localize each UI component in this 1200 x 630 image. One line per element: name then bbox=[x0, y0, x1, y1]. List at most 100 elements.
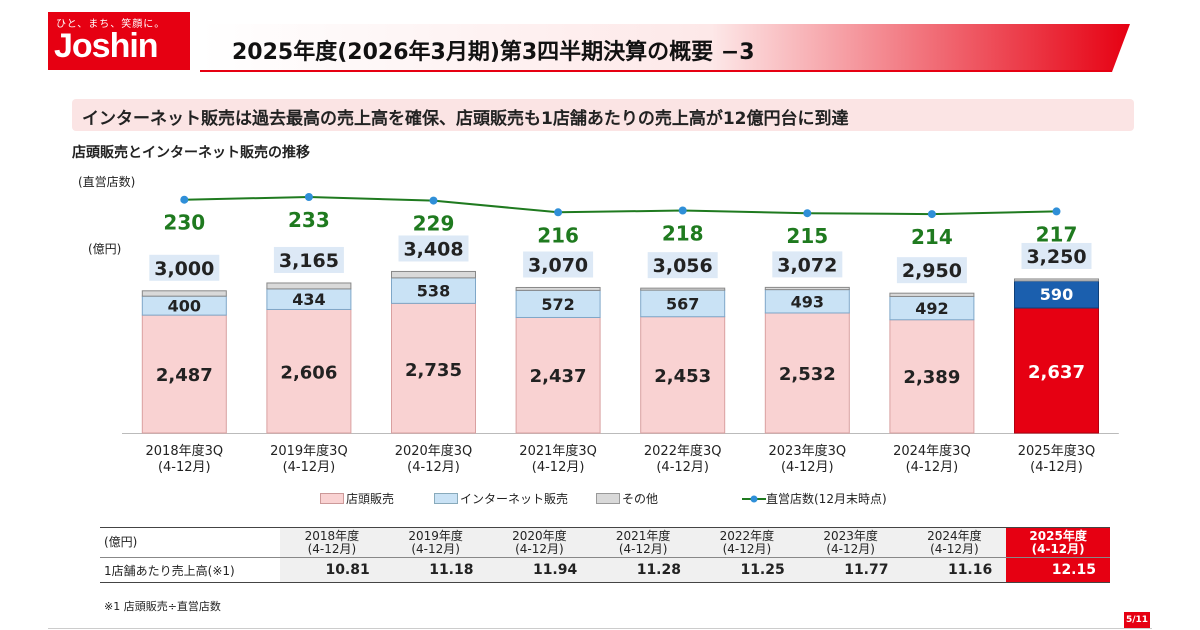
footnote: ※1 店頭販売÷直営店数 bbox=[104, 600, 221, 613]
legend-item-other: その他 bbox=[596, 490, 658, 507]
bar-total-box bbox=[772, 251, 843, 278]
store-count-label: 218 bbox=[662, 222, 704, 246]
x-tick-label: 2019年度3Q bbox=[270, 443, 348, 459]
store-count-point bbox=[304, 193, 313, 201]
bar-store bbox=[889, 319, 975, 434]
bar-total-label: 3,250 bbox=[1026, 246, 1086, 268]
bar-store bbox=[266, 308, 352, 434]
bar-total-label: 3,056 bbox=[653, 255, 713, 277]
bar-total-label: 3,000 bbox=[154, 258, 214, 280]
table-cell: 11.94 bbox=[487, 557, 592, 583]
bar-label-store: 2,437 bbox=[530, 366, 587, 387]
x-tick-sublabel: (4-12月) bbox=[407, 460, 460, 475]
bar-total-label: 2,950 bbox=[902, 260, 962, 282]
joshin-logo: ひと、まち、笑顔に。 Joshin bbox=[48, 12, 190, 70]
x-tick-label: 2018年度3Q bbox=[146, 443, 224, 459]
bar-total-box bbox=[149, 254, 220, 281]
chart-subtitle: 店頭販売とインターネット販売の推移 bbox=[72, 145, 310, 161]
bar-store bbox=[391, 302, 476, 434]
bar-other bbox=[764, 286, 850, 291]
bar-total-box bbox=[1021, 242, 1092, 269]
legend-item-store: 店頭販売 bbox=[320, 490, 394, 507]
bar-total-label: 3,165 bbox=[279, 250, 339, 272]
bar-other bbox=[1014, 278, 1099, 282]
store-count-point bbox=[678, 206, 687, 215]
table-header-period: (4-12月) bbox=[411, 541, 460, 556]
x-tick-sublabel: (4-12月) bbox=[656, 460, 709, 475]
legend-swatch-internet bbox=[434, 493, 458, 504]
table-header-year: 2022年度 bbox=[719, 528, 775, 543]
table-header-year: 2018年度 bbox=[304, 528, 360, 543]
store-count-point bbox=[554, 208, 563, 217]
bar-internet bbox=[640, 289, 726, 318]
store-count-point bbox=[1052, 207, 1061, 216]
store-count-point bbox=[803, 209, 812, 218]
bar-label-internet: 538 bbox=[417, 282, 450, 301]
table-header-year: 2023年度 bbox=[823, 528, 878, 543]
store-count-label: 216 bbox=[537, 223, 579, 247]
table-header-5: 2023年度 (4-12月) bbox=[798, 527, 903, 558]
table-unit-label: (億円) bbox=[100, 527, 280, 558]
x-tick-sublabel: (4-12月) bbox=[1030, 460, 1083, 475]
logo-tagline: ひと、まち、笑顔に。 bbox=[56, 19, 166, 30]
bar-other bbox=[391, 270, 476, 279]
x-tick-sublabel: (4-12月) bbox=[906, 460, 959, 475]
bar-other bbox=[141, 290, 227, 297]
legend-swatch-other bbox=[596, 493, 620, 504]
table-header-year: 2019年度 bbox=[408, 528, 463, 543]
table-header-period: (4-12月) bbox=[1031, 541, 1085, 556]
bar-other bbox=[889, 292, 975, 297]
bar-label-internet: 434 bbox=[292, 290, 325, 309]
table-header-period: (4-12月) bbox=[515, 541, 564, 556]
bar-label-internet: 567 bbox=[666, 294, 699, 313]
table-header-period: (4-12月) bbox=[307, 541, 357, 556]
x-tick-label: 2022年度3Q bbox=[644, 443, 722, 459]
store-count-label: 214 bbox=[911, 225, 953, 249]
store-count-label: 229 bbox=[413, 212, 455, 236]
table-cell: 10.81 bbox=[280, 557, 384, 583]
table-header-1: 2019年度 (4-12月) bbox=[383, 527, 488, 558]
x-tick-sublabel: (4-12月) bbox=[158, 460, 211, 475]
table-header-year: 2024年度 bbox=[927, 528, 982, 543]
table-header-7: 2025年度 (4-12月) bbox=[1006, 527, 1110, 558]
x-tick-label: 2023年度3Q bbox=[769, 443, 847, 459]
bottom-divider bbox=[48, 628, 1152, 629]
bar-label-internet: 572 bbox=[541, 295, 574, 314]
bar-internet bbox=[515, 289, 601, 318]
table-header-period: (4-12月) bbox=[722, 541, 772, 556]
table-header-period: (4-12月) bbox=[930, 541, 979, 556]
headline-text: インターネット販売は過去最高の売上高を確保、店頭販売も1店舗あたりの売上高が12… bbox=[82, 109, 849, 129]
stores-unit-label: (直営店数) bbox=[78, 175, 136, 189]
table-header-4: 2022年度 (4-12月) bbox=[695, 527, 799, 558]
bar-other bbox=[266, 282, 352, 290]
bar-store bbox=[141, 314, 227, 434]
bar-store bbox=[515, 316, 601, 434]
bar-total-box bbox=[398, 235, 469, 262]
bar-label-store: 2,487 bbox=[156, 365, 213, 386]
table-cell: 11.16 bbox=[902, 557, 1007, 583]
legend-label-other: その他 bbox=[622, 492, 659, 506]
bar-label-store: 2,606 bbox=[280, 363, 337, 384]
page-number: 5/11 bbox=[1124, 612, 1150, 628]
bar-internet bbox=[1014, 279, 1099, 309]
bar-other bbox=[515, 286, 601, 291]
store-count-label: 230 bbox=[163, 211, 205, 235]
table-header-0: 2018年度 (4-12月) bbox=[280, 527, 384, 558]
bar-label-store: 2,735 bbox=[405, 360, 462, 381]
x-tick-label: 2024年度3Q bbox=[893, 443, 971, 459]
logo-brand: Joshin bbox=[54, 27, 159, 65]
x-tick-sublabel: (4-12月) bbox=[532, 460, 585, 475]
table-header-year: 2021年度 bbox=[615, 528, 671, 543]
table-cell: 11.77 bbox=[798, 557, 903, 583]
store-count-label: 215 bbox=[786, 224, 828, 248]
bar-label-internet: 493 bbox=[791, 292, 824, 311]
legend-label-stores: 直営店数(12月末時点) bbox=[766, 492, 887, 506]
bar-label-internet: 492 bbox=[915, 299, 948, 318]
store-count-point bbox=[927, 210, 936, 219]
store-count-point bbox=[180, 195, 189, 204]
yen-unit-label: (億円) bbox=[88, 242, 122, 256]
bar-label-store: 2,637 bbox=[1028, 362, 1085, 383]
chart-legend: 店頭販売 インターネット販売 その他 直営店数(12月末時点) bbox=[310, 490, 1010, 508]
bar-total-box bbox=[896, 257, 967, 284]
